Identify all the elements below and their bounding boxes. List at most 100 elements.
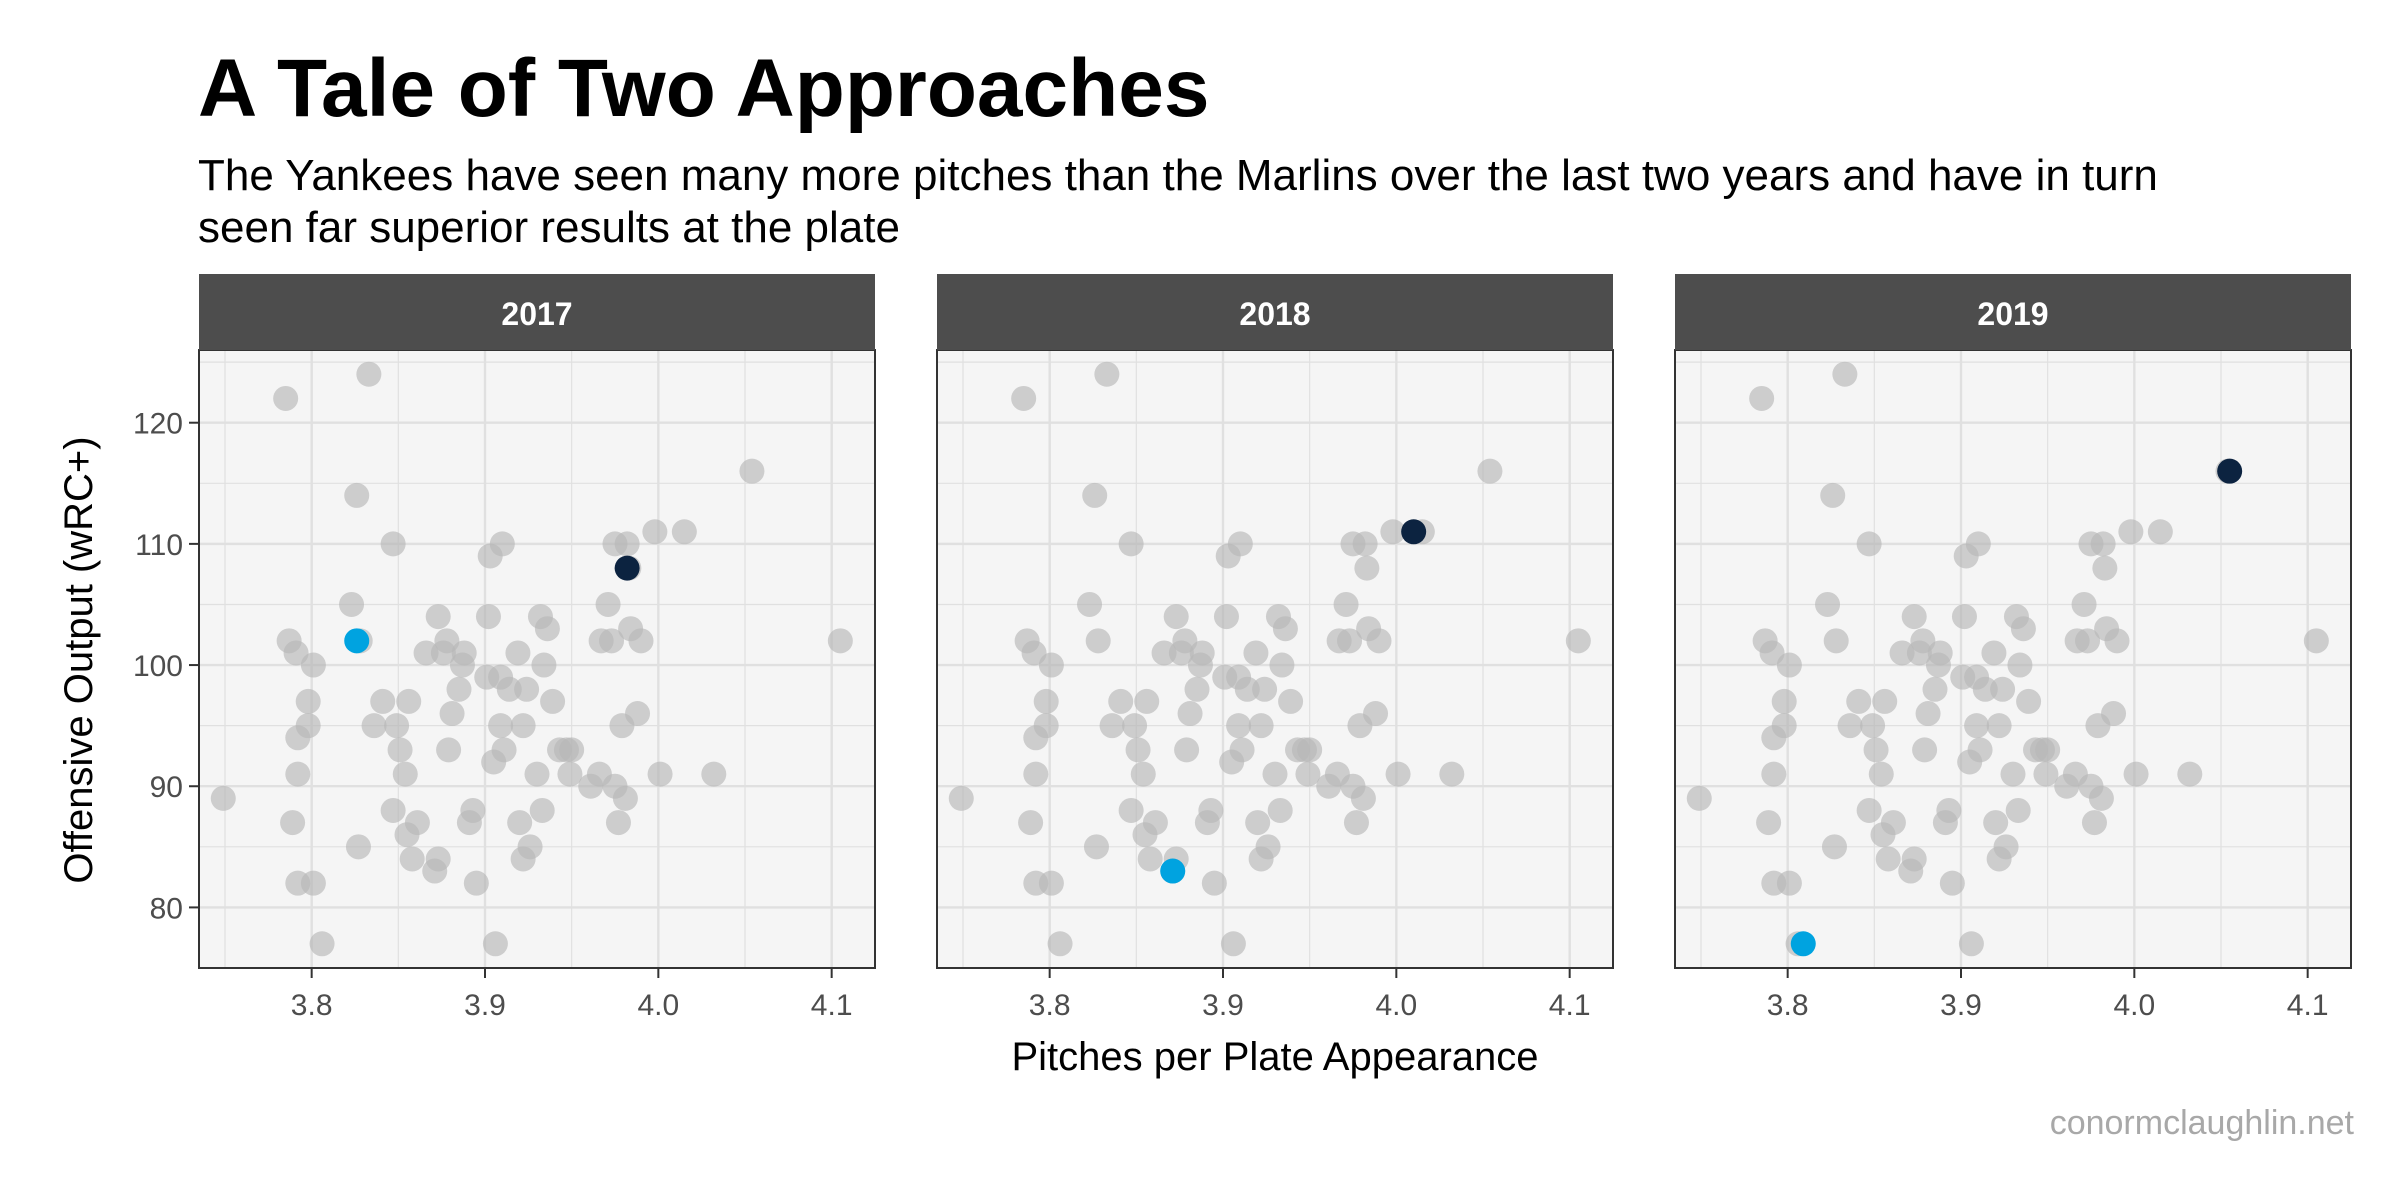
data-point-league [1363,701,1389,727]
y-tick-label: 120 [133,408,183,441]
data-point-league [2071,591,2097,617]
data-point-league [1832,361,1858,387]
data-point-league [210,785,236,811]
data-point-league [2104,628,2130,654]
data-point-league [491,737,517,763]
data-point-league [380,531,406,557]
data-point-league [1815,591,1841,617]
data-point-league [605,810,631,836]
data-point-league [1018,810,1044,836]
data-point-league [1337,628,1363,654]
x-tick-label: 3.8 [291,989,333,1022]
y-tick-label: 80 [150,892,183,925]
data-point-league [344,482,370,508]
data-point-league [1172,628,1198,654]
data-point-league [1278,688,1304,714]
data-point-league [1189,640,1215,666]
data-point-marlins [1790,931,1816,957]
x-tick-label: 4.0 [1375,989,1417,1022]
data-point-league [2035,737,2061,763]
data-point-league [1122,713,1148,739]
data-point-league [1184,676,1210,702]
x-tick-label: 3.9 [464,989,506,1022]
data-point-league [534,616,560,642]
x-tick-label: 3.9 [1940,989,1982,1022]
data-point-league [1965,531,1991,557]
data-point-league [1922,676,1948,702]
data-point-league [1229,737,1255,763]
data-point-league [1964,713,1990,739]
data-point-league [1863,737,1889,763]
data-point-league [460,797,486,823]
data-point-league [285,761,311,787]
data-point-league [1565,628,1591,654]
data-point-league [2033,761,2059,787]
data-point-league [463,870,489,896]
data-point-league [2005,797,2031,823]
data-point-league [496,676,522,702]
data-point-league [1860,713,1886,739]
facet-strip-label: 2017 [501,296,572,332]
y-tick-label: 100 [133,650,183,683]
data-point-league [1130,761,1156,787]
data-point-league [1255,834,1281,860]
data-point-league [1226,713,1252,739]
data-point-league [1868,761,1894,787]
data-point-league [1910,628,1936,654]
data-point-league [1038,870,1064,896]
data-point-league [1875,846,1901,872]
data-point-league [413,640,439,666]
data-point-league [614,531,640,557]
data-point-league [514,676,540,702]
facet-panel-2018: 2018 3.8 3.9 4.0 4.1 [936,274,1614,1022]
chart-title: A Tale of Two Approaches [198,43,1210,134]
data-point-league [300,652,326,678]
data-point-league [1776,870,1802,896]
data-point-league [507,810,533,836]
data-point-league [1759,640,1785,666]
data-point-league [524,761,550,787]
data-point-league [1771,713,1797,739]
facet-strip-label: 2018 [1239,296,1310,332]
data-point-yankees [2217,458,2243,484]
data-point-league [396,688,422,714]
data-point-league [2007,652,2033,678]
x-tick-label: 4.0 [2113,989,2155,1022]
data-point-league [1380,519,1406,545]
facet-strip [937,274,1613,350]
data-point-league [1820,482,1846,508]
data-point-league [1082,482,1108,508]
data-point-league [1094,361,1120,387]
data-point-league [384,713,410,739]
data-point-league [283,640,309,666]
data-point-league [1889,640,1915,666]
data-point-league [339,591,365,617]
data-point-marlins [1160,858,1186,884]
x-tick-label: 4.1 [1549,989,1591,1022]
data-point-league [1245,810,1271,836]
data-point-league [1385,761,1411,787]
facet-strip-label: 2019 [1977,296,2048,332]
data-point-league [1776,652,1802,678]
data-point-league [559,737,585,763]
data-point-league [2088,785,2114,811]
data-point-league [1761,761,1787,787]
data-point-league [1927,640,1953,666]
data-point-league [1990,676,2016,702]
data-point-league [2010,616,2036,642]
data-point-league [1972,676,1998,702]
data-point-league [642,519,668,545]
data-point-league [1939,870,1965,896]
data-point-league [739,458,765,484]
data-point-league [425,604,451,630]
data-point-league [439,701,465,727]
data-point-league [1234,676,1260,702]
data-point-league [1983,810,2009,836]
data-point-league [1295,761,1321,787]
data-point-league [1856,531,1882,557]
y-axis-label: Offensive Output (wRC+) [57,436,101,883]
data-point-league [948,785,974,811]
data-point-league [451,640,477,666]
data-point-league [1047,931,1073,957]
data-point-league [1986,713,2012,739]
